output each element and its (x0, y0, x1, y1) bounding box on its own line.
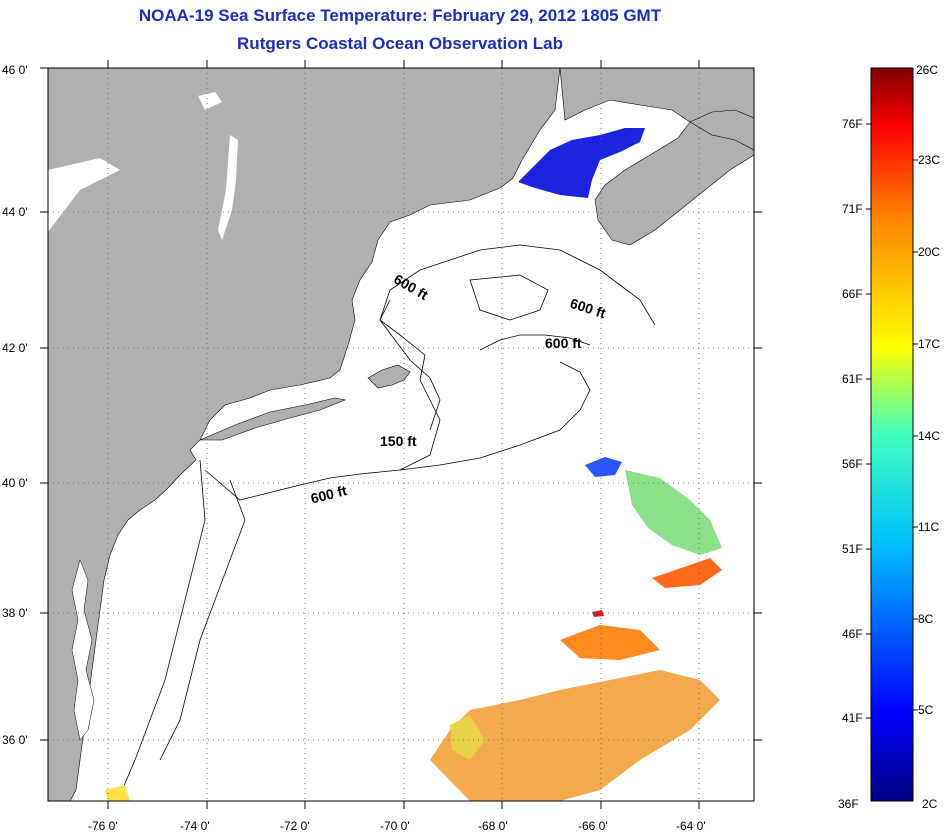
lake-2 (48, 158, 120, 232)
land-mainland (48, 68, 561, 801)
colorbar-label-c: 2C (922, 797, 938, 811)
lon-label: -76 0' (88, 819, 118, 833)
colorbar-label-f: 41F (842, 711, 863, 725)
chesapeake-bay (71, 559, 95, 741)
land-long-island (199, 397, 347, 441)
sst-bay-of-fundy (518, 128, 645, 198)
lake-1 (198, 92, 222, 110)
sst-south-orange (560, 625, 660, 660)
graticule (48, 68, 754, 801)
colorbar-label-f: 46F (842, 627, 863, 641)
land-cape-cod (367, 364, 411, 389)
map-title: NOAA-19 Sea Surface Temperature: Februar… (138, 6, 662, 25)
lon-label: -74 0' (180, 819, 210, 833)
colorbar-label-c: 17C (918, 337, 940, 351)
map-subtitle: Rutgers Coastal Ocean Observation Lab (237, 34, 563, 53)
colorbar-label-f: 36F (838, 797, 859, 811)
sst-small-red (592, 610, 604, 617)
sst-south-yellow (450, 715, 485, 760)
contour-label-600-bank: 600 ft (545, 335, 582, 351)
colorbar-label-c: 23C (918, 153, 940, 167)
colorbar-label-f: 76F (842, 117, 863, 131)
lat-label: 46 0' (2, 63, 28, 77)
sst-gulf-stream-blue (585, 457, 622, 477)
colorbar-label-c: 20C (918, 245, 940, 259)
sst-south-warm (430, 670, 720, 801)
colorbar-label-f: 61F (842, 372, 863, 386)
lat-label: 38 0' (2, 606, 28, 620)
colorbar-label-f: 71F (842, 202, 863, 216)
colorbar-label-c: 26C (916, 63, 938, 77)
lat-label: 40 0' (2, 476, 28, 490)
colorbar-ticks (866, 123, 918, 719)
land-nova-scotia (559, 68, 754, 246)
lon-label: -72 0' (280, 819, 310, 833)
colorbar-label-c: 14C (918, 429, 940, 443)
colorbar-label-f: 51F (842, 542, 863, 556)
colorbar-label-f: 56F (842, 457, 863, 471)
lon-label: -70 0' (380, 819, 410, 833)
sst-small-patch (105, 785, 130, 801)
lon-label: -64 0' (676, 819, 706, 833)
axis-ticks (40, 60, 762, 809)
lat-label: 42 0' (2, 341, 28, 355)
lake-champlain (218, 135, 238, 240)
lat-label: 36 0' (2, 733, 28, 747)
bathymetry-contours (119, 244, 656, 796)
lat-label: 44 0' (2, 205, 28, 219)
contour-label-150: 150 ft (380, 433, 417, 449)
sst-gulf-stream-green (625, 470, 722, 555)
sst-data-overlay (105, 128, 722, 801)
land-cape-breton (689, 109, 754, 151)
colorbar-label-c: 11C (918, 520, 939, 534)
lon-label: -66 0' (578, 819, 608, 833)
colorbar-label-f: 66F (842, 287, 863, 301)
colorbar (870, 67, 914, 802)
map-frame (47, 67, 755, 802)
lon-label: -68 0' (478, 819, 508, 833)
sst-gulf-stream-warm (652, 558, 722, 588)
colorbar-label-c: 5C (918, 703, 934, 717)
colorbar-label-c: 8C (918, 612, 934, 626)
